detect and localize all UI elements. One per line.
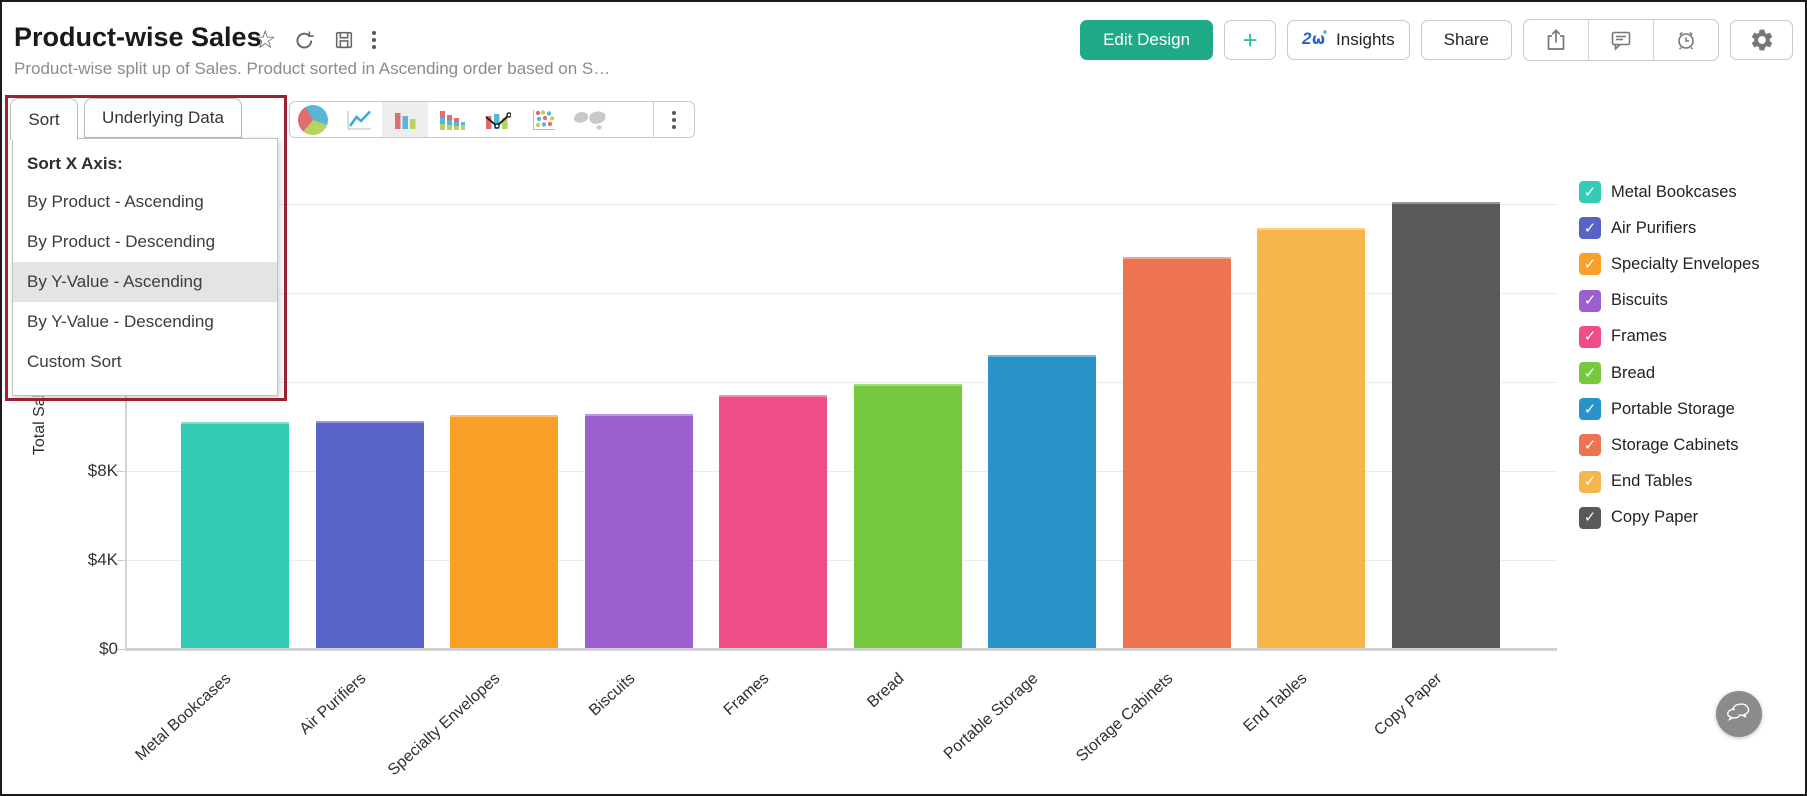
edit-design-button[interactable]: Edit Design (1080, 20, 1214, 60)
bar[interactable] (584, 414, 693, 649)
legend-item[interactable]: ✓ Copy Paper (1579, 506, 1698, 530)
legend-checkbox[interactable]: ✓ (1579, 325, 1601, 348)
sort-dropdown-heading: Sort X Axis: (27, 154, 123, 173)
more-chart-options-icon[interactable] (654, 102, 694, 137)
legend-checkbox[interactable]: ✓ (1579, 362, 1601, 384)
bar[interactable] (988, 355, 1097, 649)
legend-checkbox[interactable]: ✓ (1579, 470, 1601, 493)
sort-option[interactable]: By Product - Ascending (27, 192, 204, 211)
bar[interactable] (1392, 201, 1501, 649)
x-axis-line (125, 648, 1557, 651)
tab-sort[interactable]: Sort (10, 98, 78, 140)
legend-item[interactable]: ✓ End Tables (1579, 470, 1692, 494)
export-icon[interactable] (1524, 20, 1588, 60)
y-tick-label: $8K (87, 461, 118, 480)
alerts-icon[interactable] (1653, 20, 1718, 60)
legend-label: Specialty Envelopes (1611, 254, 1760, 273)
legend-item[interactable]: ✓ Specialty Envelopes (1579, 252, 1760, 276)
header-icon-group (1523, 19, 1719, 61)
y-axis-line (125, 204, 127, 649)
bar[interactable] (1257, 228, 1366, 649)
legend-checkbox[interactable]: ✓ (1579, 289, 1601, 312)
gridline (125, 382, 1557, 383)
sort-option[interactable]: Custom Sort (27, 352, 122, 371)
legend-item[interactable]: ✓ Portable Storage (1579, 397, 1735, 421)
y-tick-mark (117, 649, 125, 650)
svg-text:2: 2 (1302, 29, 1312, 48)
favorite-star-icon[interactable]: ☆ (254, 25, 277, 54)
sort-option[interactable]: By Product - Descending (27, 232, 216, 251)
chat-bubbles-icon (1725, 700, 1753, 729)
chart-type-toolbar (289, 101, 695, 138)
legend-label: Biscuits (1611, 291, 1668, 310)
legend-item[interactable]: ✓ Metal Bookcases (1579, 180, 1737, 204)
legend-checkbox[interactable]: ✓ (1579, 398, 1601, 421)
title-icons: ☆ (254, 25, 377, 54)
legend-item[interactable]: ✓ Frames (1579, 325, 1667, 349)
y-tick-mark (117, 471, 125, 472)
legend-item[interactable]: ✓ Biscuits (1579, 289, 1668, 313)
line-chart-icon[interactable] (336, 102, 382, 137)
gridline (125, 293, 1557, 294)
zia-insights-icon: 2 ω (1301, 28, 1329, 53)
legend-item[interactable]: ✓ Air Purifiers (1579, 216, 1696, 240)
legend-label: Portable Storage (1611, 399, 1735, 418)
tab-underlying-data[interactable]: Underlying Data (84, 98, 242, 138)
stacked-bar-chart-icon[interactable] (428, 102, 474, 137)
toolbar-divider (653, 102, 654, 137)
bar[interactable] (853, 384, 962, 649)
share-button[interactable]: Share (1420, 20, 1512, 60)
title-more-options-icon[interactable] (372, 31, 377, 49)
legend-item[interactable]: ✓ Storage Cabinets (1579, 433, 1739, 457)
bar[interactable] (181, 422, 289, 649)
gridline (125, 560, 1557, 561)
insights-button[interactable]: 2 ω Insights (1287, 20, 1410, 60)
add-button[interactable]: + (1224, 20, 1277, 60)
y-tick-label: $4K (87, 550, 118, 569)
gridline (125, 471, 1557, 472)
refresh-icon[interactable] (293, 29, 316, 52)
page-title: Product-wise Sales (14, 22, 262, 52)
legend-label: Storage Cabinets (1611, 435, 1739, 454)
legend-checkbox[interactable]: ✓ (1579, 181, 1601, 203)
map-chart-icon[interactable] (566, 102, 612, 137)
pie-chart-icon[interactable] (290, 102, 336, 137)
legend-label: End Tables (1611, 472, 1693, 491)
bar[interactable] (719, 395, 828, 649)
bar[interactable] (450, 415, 559, 649)
sort-option[interactable]: By Y-Value - Ascending (13, 262, 277, 302)
header-actions: Edit Design + 2 ω Insights Share (1080, 19, 1793, 61)
legend-label: Frames (1611, 327, 1667, 346)
legend-checkbox[interactable]: ✓ (1579, 434, 1601, 457)
legend-label: Copy Paper (1611, 508, 1699, 527)
legend-checkbox[interactable]: ✓ (1579, 506, 1601, 529)
save-icon[interactable] (333, 29, 355, 51)
legend-label: Air Purifiers (1611, 218, 1697, 237)
page-subtitle: Product-wise split up of Sales. Product … (14, 59, 611, 78)
settings-gear-icon[interactable] (1730, 20, 1793, 60)
legend-item[interactable]: ✓ Bread (1579, 361, 1655, 385)
y-tick-mark (117, 560, 125, 561)
legend-label: Bread (1611, 363, 1656, 382)
combo-chart-icon[interactable] (474, 102, 520, 137)
x-axis-label: Metal Bookcases (132, 670, 235, 765)
legend-label: Metal Bookcases (1611, 182, 1737, 201)
y-tick-label: $0 (99, 639, 118, 658)
legend-checkbox[interactable]: ✓ (1579, 253, 1601, 276)
chat-feedback-button[interactable] (1716, 691, 1762, 737)
scatter-chart-icon[interactable] (520, 102, 566, 137)
bar-chart-icon[interactable] (382, 102, 428, 137)
sort-dropdown: Sort X Axis: By Product - Ascending By Pr… (12, 138, 278, 396)
insights-button-label: Insights (1336, 30, 1395, 49)
bar[interactable] (1122, 257, 1231, 649)
svg-text:ω: ω (1312, 30, 1325, 48)
bar[interactable] (315, 420, 424, 649)
legend-checkbox[interactable]: ✓ (1579, 217, 1601, 240)
sort-option[interactable]: By Y-Value - Descending (27, 312, 214, 331)
gridline (125, 204, 1557, 205)
comment-icon[interactable] (1588, 20, 1653, 60)
